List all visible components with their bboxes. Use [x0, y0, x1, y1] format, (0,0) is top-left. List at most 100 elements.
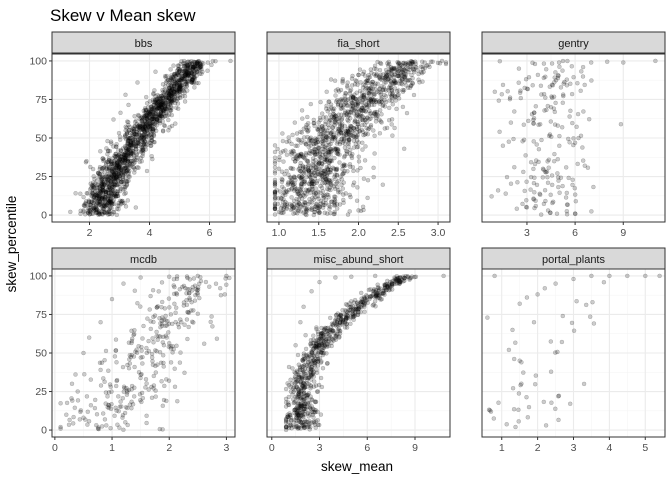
data-point — [110, 190, 115, 195]
data-point — [311, 420, 317, 425]
data-point — [319, 155, 324, 160]
data-point — [344, 151, 350, 157]
data-point — [295, 352, 301, 358]
data-point — [396, 96, 402, 101]
data-point — [325, 131, 330, 136]
data-point — [139, 134, 145, 139]
data-point — [340, 163, 345, 169]
data-point — [120, 156, 126, 162]
data-point — [410, 76, 415, 81]
data-point — [78, 211, 83, 217]
data-point — [129, 142, 134, 148]
data-point — [312, 360, 318, 366]
data-point — [134, 157, 139, 163]
data-point — [228, 58, 233, 64]
data-point — [318, 350, 324, 356]
data-point — [554, 211, 560, 216]
data-point — [89, 193, 94, 198]
data-point — [283, 148, 288, 153]
data-point — [618, 121, 624, 127]
data-point — [64, 400, 70, 406]
data-point — [122, 165, 128, 171]
data-point — [185, 67, 190, 72]
data-point — [180, 74, 186, 79]
data-point — [90, 211, 96, 216]
data-point — [300, 176, 305, 182]
data-point — [560, 183, 565, 189]
data-point — [141, 323, 146, 329]
data-point — [301, 154, 306, 160]
data-point — [193, 70, 198, 76]
data-point — [131, 138, 136, 143]
data-point — [272, 206, 278, 211]
data-point — [167, 81, 173, 87]
data-point — [102, 209, 107, 215]
data-point — [143, 94, 149, 100]
data-point — [181, 88, 187, 94]
data-point — [87, 205, 92, 210]
data-point — [164, 97, 169, 103]
data-point — [386, 85, 392, 90]
data-point — [510, 327, 515, 333]
data-point — [317, 355, 323, 361]
data-point — [346, 109, 352, 115]
data-point — [386, 282, 392, 287]
data-point — [299, 174, 305, 180]
data-point — [114, 193, 119, 199]
data-point — [110, 161, 115, 167]
data-point — [124, 148, 129, 154]
data-point — [497, 58, 503, 64]
data-point — [142, 118, 147, 124]
data-point — [144, 127, 149, 133]
data-point — [150, 128, 155, 133]
data-point — [308, 190, 313, 195]
data-point — [322, 168, 327, 174]
data-point — [351, 145, 357, 150]
data-point — [272, 169, 278, 174]
data-point — [141, 108, 147, 114]
data-point — [96, 182, 101, 187]
data-point — [104, 161, 109, 166]
data-point — [283, 420, 289, 425]
data-point — [391, 281, 396, 287]
data-point — [92, 186, 97, 191]
data-point — [313, 349, 319, 355]
data-point — [118, 159, 124, 164]
data-point — [98, 188, 103, 194]
data-point — [308, 367, 314, 372]
data-point — [91, 183, 97, 188]
data-point — [513, 424, 518, 430]
data-point — [338, 139, 343, 145]
data-point — [349, 274, 354, 279]
data-point — [333, 317, 339, 322]
data-point — [303, 419, 309, 424]
data-point — [156, 105, 162, 111]
data-point — [334, 116, 339, 122]
data-point — [354, 79, 359, 84]
data-point — [191, 75, 197, 81]
data-point — [167, 97, 173, 102]
data-point — [147, 109, 153, 114]
data-point — [387, 74, 393, 79]
data-point — [109, 187, 115, 193]
data-point — [171, 89, 176, 95]
data-point — [148, 104, 154, 109]
data-point — [125, 119, 131, 125]
data-point — [504, 422, 509, 427]
data-point — [117, 163, 123, 168]
data-point — [98, 367, 103, 373]
data-point — [300, 174, 305, 179]
data-point — [159, 101, 164, 106]
data-point — [89, 185, 94, 191]
data-point — [149, 138, 155, 144]
data-point — [93, 207, 98, 213]
data-point — [195, 62, 200, 67]
data-point — [169, 83, 174, 88]
data-point — [180, 75, 185, 81]
data-point — [141, 142, 147, 147]
data-point — [111, 210, 116, 215]
data-point — [91, 194, 97, 200]
data-point — [272, 171, 278, 176]
data-point — [339, 125, 344, 131]
data-point — [368, 124, 373, 130]
